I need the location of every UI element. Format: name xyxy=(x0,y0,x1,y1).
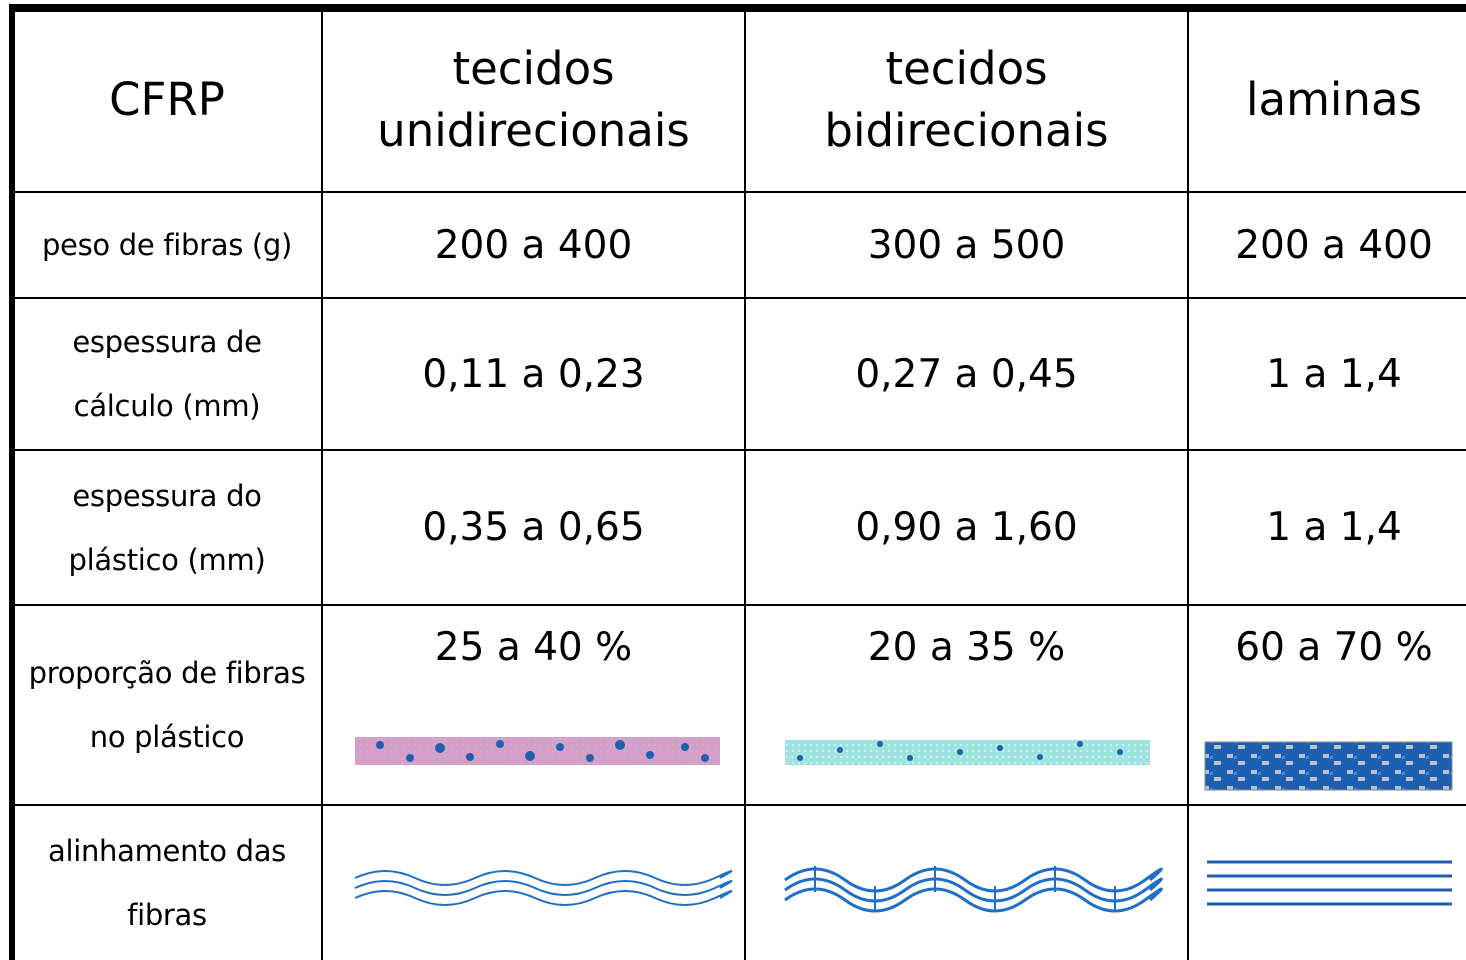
column-line xyxy=(9,4,15,960)
column-line xyxy=(744,4,746,960)
value-cell: 25 a 40 % xyxy=(322,605,745,805)
row-line xyxy=(9,604,1466,606)
value-cell: 200 a 400 xyxy=(1188,192,1466,298)
row-line xyxy=(9,804,1466,806)
row-line xyxy=(9,297,1466,299)
value-cell: 0,90 a 1,60 xyxy=(745,450,1188,605)
unidirectional-waves xyxy=(355,871,731,905)
bidirectional-waves xyxy=(785,866,1161,911)
row-line xyxy=(9,191,1466,193)
value-cell: 300 a 500 xyxy=(745,192,1188,298)
row-label: proporção de fibras no plástico xyxy=(12,605,322,805)
slide: CFRPtecidos unidirecionaistecidos bidire… xyxy=(0,0,1466,960)
header-cell: laminas xyxy=(1188,8,1466,192)
column-line xyxy=(1187,4,1189,960)
row-label: espessura do plástico (mm) xyxy=(12,450,322,605)
row-label: peso de fibras (g) xyxy=(12,192,322,298)
row-line xyxy=(9,4,1466,12)
value-cell: 20 a 35 % xyxy=(745,605,1188,805)
value-cell: 200 a 400 xyxy=(322,192,745,298)
value-cell: 0,27 a 0,45 xyxy=(745,298,1188,450)
row-label: espessura de cálculo (mm) xyxy=(12,298,322,450)
value-cell: 0,11 a 0,23 xyxy=(322,298,745,450)
value-cell: 0,35 a 0,65 xyxy=(322,450,745,605)
header-cell: tecidos unidirecionais xyxy=(322,8,745,192)
header-cell: tecidos bidirecionais xyxy=(745,8,1188,192)
value-cell: 1 a 1,4 xyxy=(1188,298,1466,450)
row-line xyxy=(9,449,1466,451)
value-cell: 60 a 70 % xyxy=(1188,605,1466,805)
row-label: alinhamento das fibras xyxy=(12,805,322,960)
header-cell: CFRP xyxy=(12,8,322,192)
value-cell: 1 a 1,4 xyxy=(1188,450,1466,605)
column-line xyxy=(321,4,323,960)
laminate-lines xyxy=(1207,862,1452,904)
